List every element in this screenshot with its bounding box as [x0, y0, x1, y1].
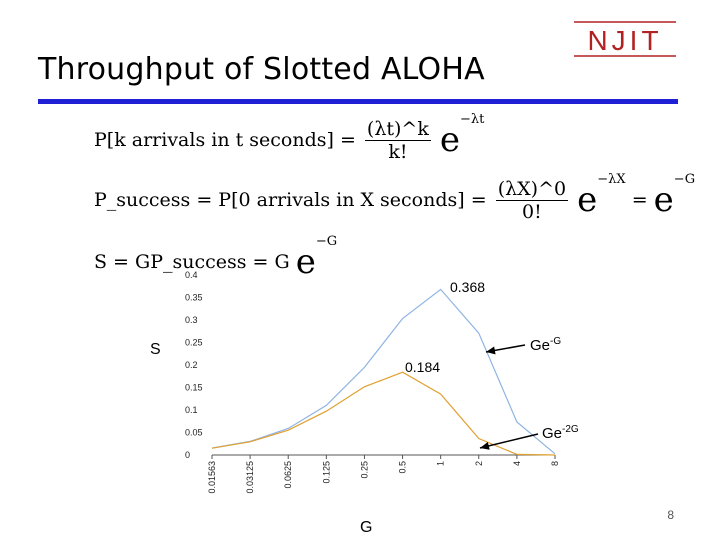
equation-success: P_success = P[0 arrivals in X seconds] =… — [94, 172, 696, 223]
eq2-exponent: −λX — [597, 172, 626, 187]
page-number: 8 — [667, 508, 674, 522]
series-line-0 — [211, 288, 556, 455]
y-tick-label: 0.3 — [185, 315, 198, 325]
y-tick-label: 0.35 — [185, 293, 203, 303]
njit-logo-text: NJIT — [587, 25, 662, 56]
eq3-left: S = GP_success = G — [94, 251, 290, 273]
y-tick-label: 0.25 — [185, 338, 203, 348]
eq2-fraction: (λX)^0 0! — [495, 177, 569, 223]
annotation-peak-2: 0.184 — [405, 359, 440, 375]
equation-throughput: S = GP_success = G e−G — [94, 234, 338, 282]
eq1-left: P[k arrivals in t seconds] = — [94, 129, 356, 151]
y-tick-label: 0.05 — [185, 428, 203, 438]
arrow-ge-2g-head — [480, 441, 490, 450]
njit-logo: NJIT — [574, 21, 676, 57]
y-tick-label: 0.15 — [185, 383, 203, 393]
x-tick-label: 0.01563 — [207, 461, 217, 494]
annotation-peak-1: 0.368 — [450, 279, 485, 295]
x-tick-label: 2 — [474, 461, 484, 466]
y-axis-label: S — [150, 341, 161, 358]
x-tick-label: 0.0625 — [283, 461, 293, 489]
eq2-exponent-2: −G — [673, 172, 696, 187]
eq2-left: P_success = P[0 arrivals in X seconds] = — [94, 189, 487, 211]
eq1-denominator: k! — [388, 140, 408, 163]
eq2-numerator: (λX)^0 — [495, 177, 569, 201]
series-line-1 — [211, 371, 556, 456]
y-tick-label: 0 — [185, 450, 190, 460]
x-tick-label: 1 — [436, 461, 446, 466]
x-tick-label: 8 — [550, 461, 560, 466]
equation-poisson: P[k arrivals in t seconds] = (λt)^k k! e… — [94, 112, 485, 163]
series-label-ge-2g: Ge-2G — [542, 424, 579, 442]
x-axis-label: G — [360, 519, 372, 536]
series-label-ge-g: Ge-G — [530, 336, 561, 354]
eq2-equals: = — [631, 189, 648, 211]
x-tick-label: 0.5 — [398, 461, 408, 474]
y-tick-label: 0.1 — [185, 405, 198, 415]
y-tick-label: 0.4 — [185, 270, 198, 280]
x-tick-label: 4 — [512, 461, 522, 466]
title-rule — [38, 99, 678, 104]
eq2-denominator: 0! — [522, 200, 542, 223]
arrow-ge-g-head — [486, 346, 496, 355]
x-tick-label: 0.125 — [321, 461, 331, 484]
y-tick-label: 0.2 — [185, 360, 198, 370]
x-tick-label: 0.03125 — [245, 461, 255, 494]
arrow-ge-2g — [479, 433, 539, 449]
eq3-exponent: −G — [315, 234, 338, 249]
eq1-numerator: (λt)^k — [364, 117, 431, 141]
eq1-fraction: (λt)^k k! — [364, 117, 431, 163]
slide-title: Throughput of Slotted ALOHA — [38, 52, 485, 87]
x-tick-label: 0.25 — [359, 461, 369, 479]
eq1-exponent: −λt — [460, 112, 485, 127]
